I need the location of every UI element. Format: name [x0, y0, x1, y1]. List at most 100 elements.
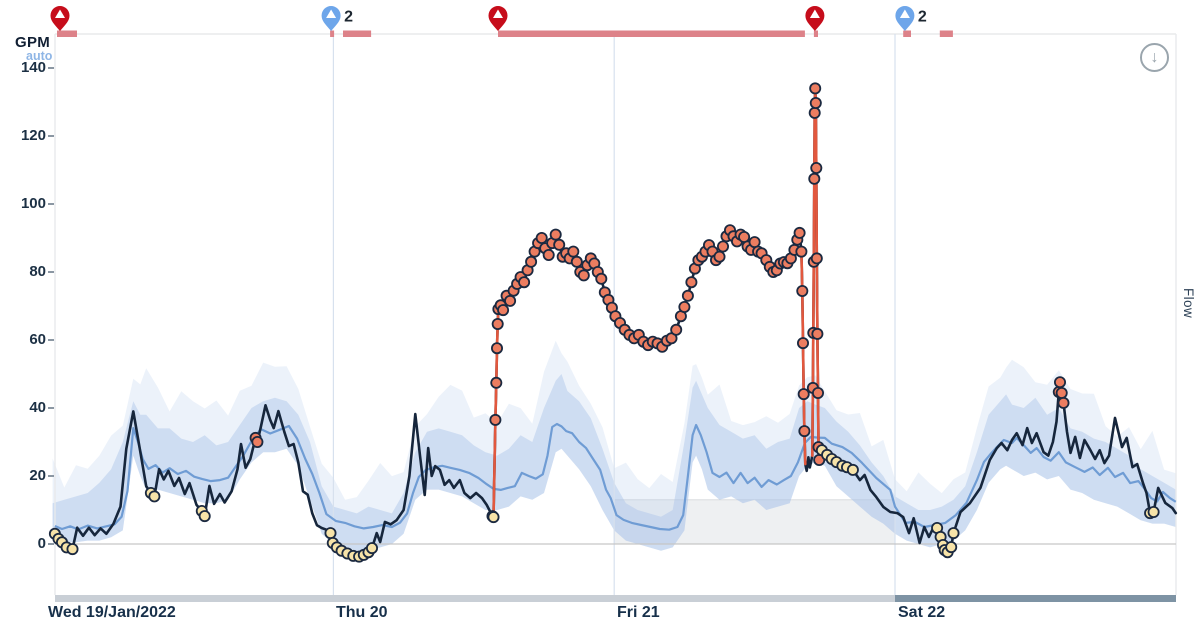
y-tick-label: 60: [29, 331, 46, 348]
high-flow-anomaly-dot: [549, 228, 562, 241]
alert-duration-bar[interactable]: [343, 30, 372, 38]
low-flow-anomaly-dot: [487, 511, 500, 524]
arrow-up-icon: [326, 9, 337, 18]
alert-duration-bar[interactable]: [498, 30, 805, 38]
pin-count-label: 2: [918, 9, 927, 26]
y-tick-mark: [48, 475, 54, 477]
info-pin-blue[interactable]: 2: [895, 6, 927, 31]
high-flow-anomaly-dot: [595, 272, 608, 285]
arrow-up-icon: [899, 9, 910, 18]
download-button[interactable]: ↓: [1140, 43, 1169, 72]
arrow-up-icon: [55, 9, 65, 18]
y-axis-unit-label: GPM: [15, 34, 51, 51]
high-flow-anomaly-dot: [1054, 376, 1067, 389]
y-tick-mark: [48, 203, 54, 205]
high-flow-anomaly-dot: [809, 82, 822, 95]
high-flow-anomaly-dot: [713, 250, 726, 263]
right-axis-flow-label: Flow: [1181, 288, 1196, 319]
high-flow-anomaly-dot: [670, 323, 683, 336]
low-flow-anomaly-dot: [365, 542, 378, 555]
high-flow-anomaly-dot: [490, 376, 503, 389]
y-tick-mark: [48, 543, 54, 545]
pin-up-arrow-marker-icon: [488, 6, 508, 31]
x-axis-label: Wed 19/Jan/2022: [48, 604, 176, 621]
high-flow-anomaly-dot: [535, 231, 548, 244]
alert-duration-bar[interactable]: [813, 30, 818, 38]
high-flow-anomaly-dot: [808, 172, 821, 185]
low-flow-anomaly-dot: [846, 463, 859, 476]
info-pin-blue[interactable]: 2: [321, 6, 354, 31]
high-flow-anomaly-dot: [678, 300, 691, 313]
low-flow-anomaly-dot: [1147, 505, 1160, 518]
scrollbar-selected-range[interactable]: [895, 595, 1176, 602]
low-flow-anomaly-dot: [66, 543, 79, 556]
high-flow-anomaly-dot: [808, 106, 821, 119]
high-flow-anomaly-dot: [810, 252, 823, 265]
high-flow-anomaly-dot: [504, 294, 517, 307]
alert-pin-red[interactable]: [805, 6, 825, 31]
scrollbar-track[interactable]: [55, 595, 1176, 602]
high-flow-anomaly-dot: [793, 226, 806, 239]
y-tick-label: 20: [29, 467, 46, 484]
y-tick-label: 80: [29, 263, 46, 280]
high-flow-anomaly-dot: [1057, 396, 1070, 409]
low-flow-anomaly-dot: [945, 541, 958, 554]
high-flow-anomaly-dot: [567, 245, 580, 258]
high-flow-anomaly-dot: [811, 327, 824, 340]
y-tick-label: 40: [29, 399, 46, 416]
alert-duration-bar[interactable]: [939, 30, 953, 38]
high-flow-anomaly-dot: [717, 240, 730, 253]
high-flow-anomaly-dot: [797, 337, 810, 350]
alert-duration-bar[interactable]: [903, 30, 911, 38]
low-flow-anomaly-dot: [148, 490, 161, 503]
high-flow-anomaly-dot: [809, 97, 822, 110]
y-tick-mark: [48, 339, 54, 341]
pin-count-label: 2: [344, 9, 353, 26]
high-flow-anomaly-dot: [796, 284, 809, 297]
y-tick-label: 120: [20, 127, 46, 144]
high-flow-anomaly-dot: [798, 425, 811, 438]
high-flow-anomaly-dot: [812, 386, 825, 399]
arrow-up-icon: [493, 9, 503, 18]
low-flow-anomaly-dot: [324, 527, 337, 540]
x-axis-label: Thu 20: [336, 604, 388, 621]
y-axis-auto-mode[interactable]: auto: [26, 49, 53, 63]
arrow-up-icon: [809, 9, 820, 18]
low-flow-anomaly-dot: [947, 527, 960, 540]
high-flow-anomaly-dot: [810, 161, 823, 174]
y-tick-mark: [48, 407, 54, 409]
high-flow-anomaly-dot: [577, 269, 590, 282]
high-flow-anomaly-dot: [491, 317, 504, 330]
high-flow-anomaly-dot: [489, 413, 502, 426]
pin-up-arrow-marker-icon: [805, 6, 825, 31]
high-flow-anomaly-dot: [525, 255, 538, 268]
high-flow-anomaly-dot: [542, 248, 555, 261]
pin-up-arrow-marker-icon: [895, 6, 915, 31]
high-flow-anomaly-dot: [795, 245, 808, 258]
alert-duration-bar[interactable]: [57, 30, 77, 38]
high-flow-anomaly-dot: [490, 342, 503, 355]
high-flow-anomaly-dot: [570, 255, 583, 268]
low-flow-anomaly-dot: [198, 510, 211, 523]
high-flow-anomaly-dot: [685, 276, 698, 289]
alert-pin-red[interactable]: [488, 6, 508, 31]
x-axis-label: Fri 21: [617, 604, 660, 621]
high-flow-anomaly-dot: [251, 435, 264, 448]
alert-duration-bar[interactable]: [330, 30, 335, 38]
pin-up-arrow-marker-icon: [50, 6, 70, 31]
download-arrow-icon: ↓: [1150, 48, 1159, 66]
high-flow-anomaly-dot: [553, 238, 566, 251]
y-tick-mark: [48, 67, 54, 69]
x-axis-label: Sat 22: [898, 604, 946, 621]
high-flow-anomaly-dot: [497, 304, 510, 317]
y-tick-mark: [48, 271, 54, 273]
low-flow-threshold-region: [613, 499, 896, 545]
alert-pin-red[interactable]: [50, 6, 70, 31]
high-flow-anomaly-dot: [1055, 386, 1068, 399]
y-tick-label: 140: [20, 59, 46, 76]
pin-up-arrow-marker-icon: [321, 6, 341, 31]
high-flow-anomaly-dot: [681, 289, 694, 302]
high-flow-anomaly-dot: [797, 388, 810, 401]
